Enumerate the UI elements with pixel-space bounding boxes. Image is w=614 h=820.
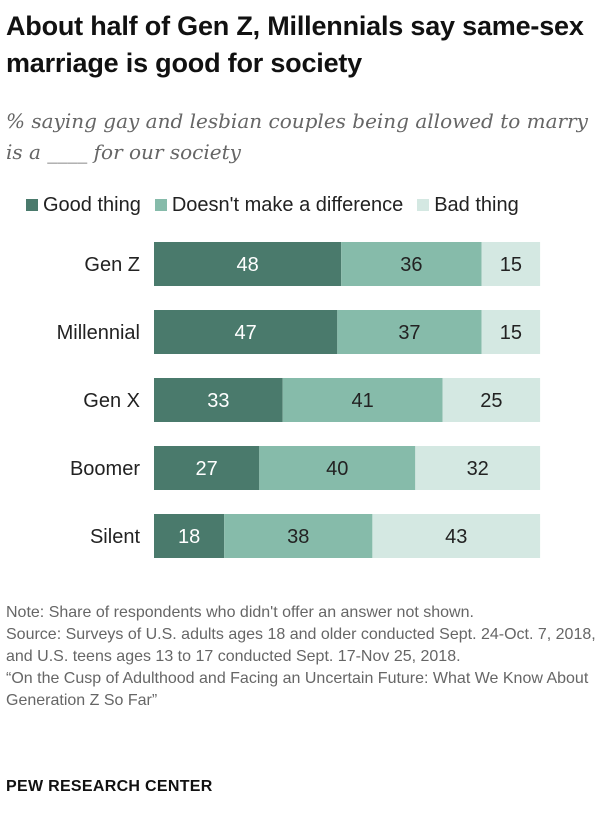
report-title: “On the Cusp of Adulthood and Facing an … <box>6 670 589 709</box>
legend-label-no-difference: Doesn't make a difference <box>171 193 404 216</box>
legend-item-no-difference: Doesn't make a difference <box>154 193 404 217</box>
source-text: Source: Surveys of U.S. adults ages 18 a… <box>6 626 596 665</box>
legend-swatch-no-difference <box>154 199 167 211</box>
bar-silent-no-difference <box>224 514 373 558</box>
data-label-gen-z-bad: 15 <box>500 254 522 276</box>
category-label-boomer: Boomer <box>70 458 140 480</box>
category-label-gen-x: Gen X <box>83 390 140 412</box>
bar-millennial-good <box>154 310 338 354</box>
notes: Note: Share of respondents who didn't of… <box>6 602 606 712</box>
note-text: Note: Share of respondents who didn't of… <box>6 604 474 621</box>
legend-item-bad: Bad thing <box>417 194 519 217</box>
bar-silent-bad <box>372 514 541 558</box>
data-label-silent-no-difference: 38 <box>287 526 309 548</box>
bar-gen-z-good <box>154 242 342 286</box>
data-label-silent-good: 18 <box>178 526 200 548</box>
stacked-bar-chart: Gen Z 48 36 15 Millennial 47 37 15 Gen X 33 41 25 Bo… <box>57 242 541 558</box>
data-label-boomer-good: 27 <box>196 458 218 480</box>
data-label-boomer-no-difference: 40 <box>326 458 348 480</box>
bar-millennial-no-difference <box>337 310 482 354</box>
bar-boomer-good <box>154 446 260 490</box>
bar-gen-z-bad <box>481 242 541 286</box>
data-label-millennial-no-difference: 37 <box>398 322 420 344</box>
data-label-millennial-bad: 15 <box>500 322 522 344</box>
chart-title: About half of Gen Z, Millennials say sam… <box>6 11 584 78</box>
bar-boomer-no-difference <box>259 446 416 490</box>
bar-gen-z-no-difference <box>341 242 482 286</box>
bar-gen-x-good <box>154 378 283 422</box>
legend: Good thing Doesn't make a difference Bad… <box>26 190 606 220</box>
bar-gen-x-bad <box>442 378 541 422</box>
data-label-gen-z-good: 48 <box>236 254 258 276</box>
data-label-silent-bad: 43 <box>445 526 467 548</box>
legend-label-bad: Bad thing <box>434 193 519 216</box>
category-label-millennial: Millennial <box>57 322 140 344</box>
bar-gen-x-no-difference <box>282 378 443 422</box>
bar-silent-good <box>154 514 225 558</box>
legend-label-good: Good thing <box>43 193 141 216</box>
chart-subtitle: % saying gay and lesbian couples being a… <box>6 109 588 164</box>
data-label-gen-x-bad: 25 <box>480 390 502 412</box>
data-label-boomer-bad: 32 <box>467 458 489 480</box>
legend-item-good: Good thing <box>26 194 141 217</box>
category-label-silent: Silent <box>90 526 140 548</box>
data-label-gen-x-no-difference: 41 <box>352 390 374 412</box>
bar-millennial-bad <box>481 310 541 354</box>
pew-logo-text: PEW RESEARCH CENTER <box>6 778 213 795</box>
bar-boomer-bad <box>415 446 541 490</box>
data-label-gen-z-no-difference: 36 <box>400 254 422 276</box>
category-label-gen-z: Gen Z <box>84 254 140 276</box>
legend-swatch-bad <box>417 199 430 211</box>
legend-swatch-good <box>26 199 38 211</box>
data-label-millennial-good: 47 <box>235 322 257 344</box>
data-label-gen-x-good: 33 <box>207 390 229 412</box>
